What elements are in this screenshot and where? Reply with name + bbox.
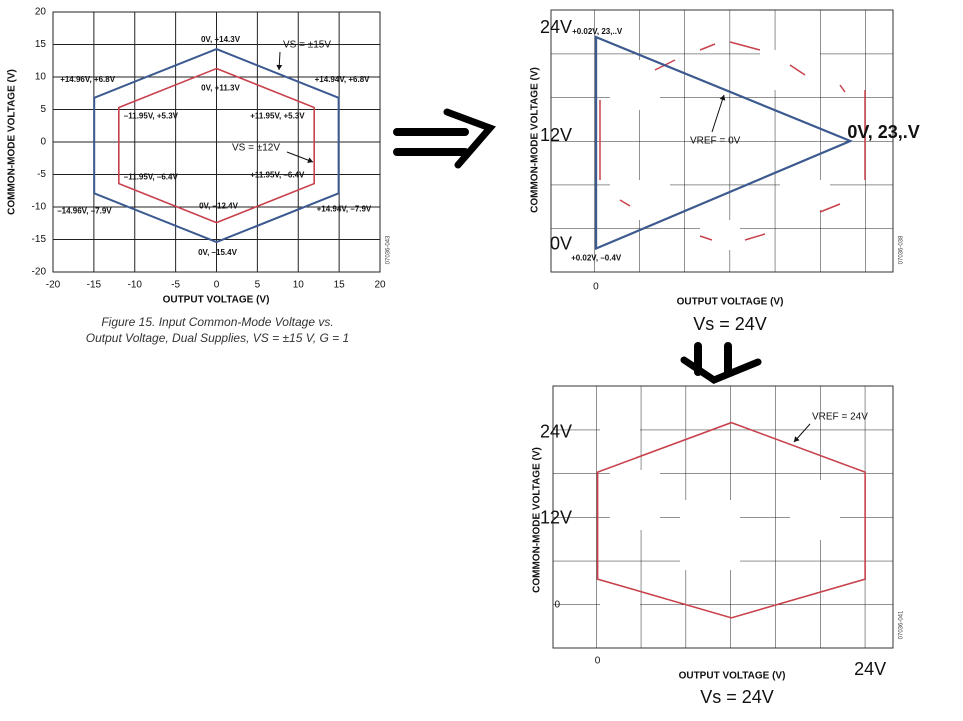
vertex-label: +11.95V, +5.3V	[250, 112, 305, 121]
series-outline	[594, 35, 854, 251]
x-tick-label: -15	[87, 280, 102, 291]
vertex-label: –14.96V, –7.9V	[57, 206, 112, 215]
y-tick-label: -15	[32, 234, 47, 245]
vertex-label: +14.96V, +6.8V	[60, 75, 116, 84]
subtitle: Vs = 24V	[700, 687, 774, 707]
arrow-down	[680, 342, 762, 384]
y-tick-label: 0	[40, 137, 46, 148]
plot-frame	[550, 9, 894, 273]
annotation: VREF = 0V	[690, 136, 741, 147]
vertex-label: +0.02V, –0.4V	[571, 254, 622, 263]
y-tick-label: 10	[35, 72, 47, 83]
vertex-label: +14.94V, +6.8V	[315, 75, 371, 84]
arrow-head	[719, 95, 726, 101]
arrow-head	[276, 64, 283, 70]
y-axis-label: COMMON-MODE VOLTAGE (V)	[532, 447, 543, 593]
series-name: VS = ±12V	[232, 143, 280, 154]
vertex-label: 0V, –15.4V	[198, 248, 238, 257]
arrow-head	[307, 157, 313, 164]
x-tick-label: 10	[293, 280, 305, 291]
vertex-label: –11.95V, +5.3V	[124, 112, 179, 121]
y-tick-label: 5	[40, 104, 46, 115]
x-tick-label: 20	[374, 280, 386, 291]
plot-frame	[552, 385, 894, 649]
x-tick-label: -5	[171, 280, 180, 291]
y-tick-label: -20	[32, 267, 47, 278]
arrow-head	[794, 436, 800, 442]
subtitle: Vs = 24V	[693, 314, 767, 334]
y-tick-label: 20	[35, 7, 47, 18]
y-tick-label: 24V	[540, 421, 572, 441]
y-tick-label: -10	[32, 202, 47, 213]
y-tick-label: 12V	[540, 508, 572, 528]
annotation: VREF = 24V	[812, 412, 868, 423]
vertex-label: +0.02V, 23,..V	[572, 27, 623, 36]
x-tick-label: 15	[334, 280, 346, 291]
y-tick-label: 0	[554, 600, 560, 611]
x-tick-label: -10	[128, 280, 143, 291]
x-tick-label: 24V	[854, 659, 886, 679]
x-axis-label: OUTPUT VOLTAGE (V)	[677, 297, 784, 308]
vertex-label: 0V, 23,.V	[847, 122, 919, 142]
x-tick-label: 0	[214, 280, 220, 291]
figure-caption: Figure 15. Input Common-Mode Voltage vs.…	[85, 315, 350, 345]
figure-id: 07036-043	[386, 235, 392, 264]
y-tick-label: -5	[37, 169, 46, 180]
y-axis-label: COMMON-MODE VOLTAGE (V)	[530, 67, 541, 213]
vertex-label: 0V, –12.4V	[199, 202, 239, 211]
series-name: VS = ±15V	[283, 40, 331, 51]
series-outline	[118, 67, 315, 224]
series-outline	[93, 47, 340, 244]
x-tick-label: 0	[595, 656, 601, 667]
vertex-label: +11.95V, –6.4V	[250, 171, 305, 180]
figure-id: 07036-038	[899, 235, 905, 264]
x-tick-label: -20	[46, 280, 61, 291]
y-axis-label: COMMON-MODE VOLTAGE (V)	[7, 69, 18, 215]
arrow-right	[393, 108, 496, 169]
y-tick-label: 24V	[540, 17, 572, 37]
y-tick-label: 12V	[540, 125, 572, 145]
x-tick-label: 0	[593, 282, 599, 293]
y-tick-label: 15	[35, 39, 47, 50]
vertex-label: –11.95V, –6.4V	[124, 173, 179, 182]
series-outline	[596, 421, 866, 619]
x-axis-label: OUTPUT VOLTAGE (V)	[163, 295, 270, 306]
y-tick-label: 0V	[550, 234, 572, 254]
annotation-arrow	[711, 94, 725, 133]
vertex-label: 0V, +14.3V	[201, 35, 241, 44]
vertex-label: +14.94V, –7.9V	[317, 204, 372, 213]
x-tick-label: 5	[255, 280, 261, 291]
vertex-label: 0V, +11.3V	[201, 84, 240, 93]
figure-id: 07036-041	[899, 610, 905, 639]
x-axis-label: OUTPUT VOLTAGE (V)	[679, 671, 786, 682]
